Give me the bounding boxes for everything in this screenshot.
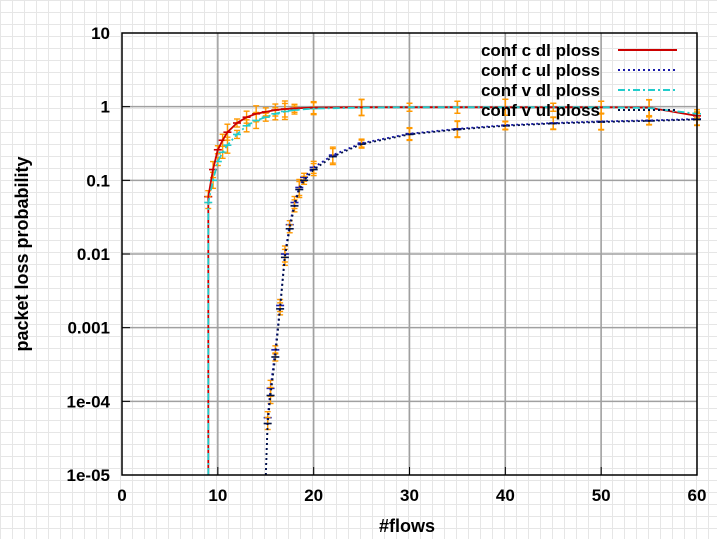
series-layer: [207, 106, 698, 476]
series-line-3: [264, 118, 698, 476]
y-tick-label: 0.001: [67, 319, 110, 338]
x-tick-label: 40: [496, 486, 515, 505]
y-tick-label: 1e-04: [67, 392, 111, 411]
y-tick-label: 1: [101, 98, 110, 117]
plot-frame: [121, 32, 698, 476]
y-tick-label: 10: [91, 24, 110, 43]
x-tick-labels: 0 10 20 30 40 50 60: [117, 486, 706, 505]
legend-label-3: conf v ul ploss: [481, 101, 600, 120]
x-tick-label: 30: [400, 486, 419, 505]
series-line-1: [264, 118, 698, 476]
y-tick-label: 0.1: [86, 171, 110, 190]
x-tick-label: 50: [592, 486, 611, 505]
y-tick-label: 1e-05: [67, 466, 110, 485]
x-axis-label: #flows: [379, 516, 435, 536]
x-tick-label: 60: [688, 486, 707, 505]
y-tick-label: 0.01: [77, 245, 110, 264]
y-tick-labels: 1e-05 1e-04 0.001 0.01 0.1 1 10: [67, 24, 111, 485]
series-line-0: [207, 106, 698, 475]
x-tick-label: 0: [117, 486, 126, 505]
x-tick-label: 20: [304, 486, 323, 505]
legend-label-0: conf c dl ploss: [481, 41, 600, 60]
y-axis-label: packet loss probability: [12, 156, 32, 351]
legend-label-1: conf c ul ploss: [481, 61, 600, 80]
error-bar-layer: [204, 98, 701, 431]
series-line-2: [207, 106, 698, 475]
x-tick-label: 10: [208, 486, 227, 505]
legend-label-2: conf v dl ploss: [481, 81, 600, 100]
